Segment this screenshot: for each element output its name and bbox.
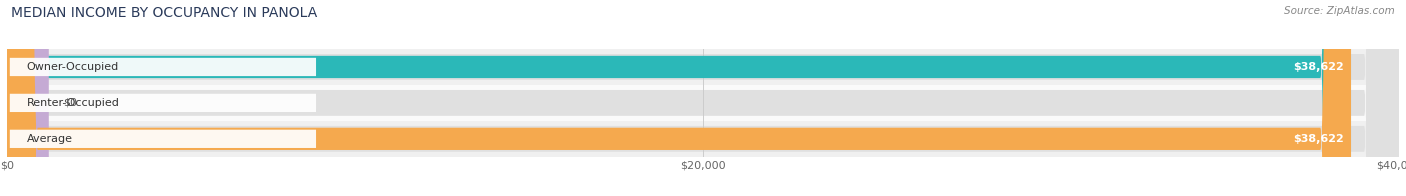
FancyBboxPatch shape [7, 0, 49, 196]
FancyBboxPatch shape [10, 58, 316, 76]
Bar [7, 85, 1399, 121]
Bar [7, 49, 1399, 85]
Text: $38,622: $38,622 [1294, 62, 1344, 72]
Text: Source: ZipAtlas.com: Source: ZipAtlas.com [1284, 6, 1395, 16]
Text: $38,622: $38,622 [1294, 134, 1344, 144]
FancyBboxPatch shape [10, 130, 316, 148]
Text: Average: Average [27, 134, 73, 144]
Text: Owner-Occupied: Owner-Occupied [27, 62, 118, 72]
FancyBboxPatch shape [7, 0, 1399, 196]
Text: MEDIAN INCOME BY OCCUPANCY IN PANOLA: MEDIAN INCOME BY OCCUPANCY IN PANOLA [11, 6, 318, 20]
FancyBboxPatch shape [10, 94, 316, 112]
Text: $0: $0 [63, 98, 77, 108]
FancyBboxPatch shape [7, 0, 1399, 196]
Bar [7, 121, 1399, 157]
FancyBboxPatch shape [7, 0, 1351, 196]
FancyBboxPatch shape [7, 0, 1351, 196]
Text: Renter-Occupied: Renter-Occupied [27, 98, 120, 108]
FancyBboxPatch shape [7, 0, 1399, 196]
